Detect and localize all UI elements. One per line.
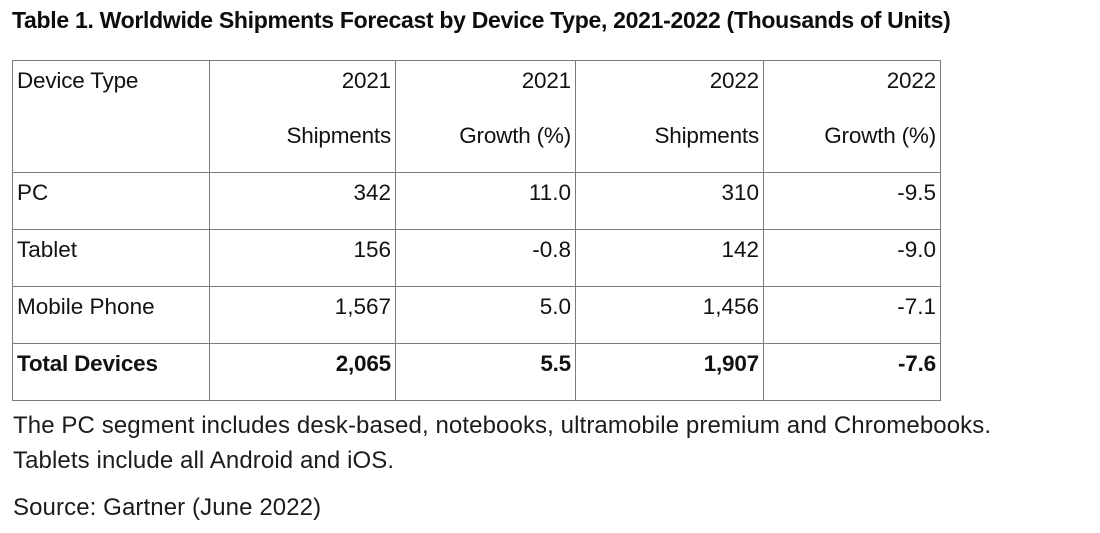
header-2021-shipments-label: Shipments [286,123,391,148]
header-2021-shipments-year: 2021 [341,68,391,93]
cell-tablet-growth-2021: -0.8 [395,229,576,287]
table-row-pc: PC 342 11.0 310 -9.5 [12,172,941,230]
header-2022-shipments-label: Shipments [654,123,759,148]
cell-mobile-phone-growth-2021: 5.0 [395,286,576,344]
footnote-line-1: The PC segment includes desk-based, note… [13,412,992,439]
cell-total-growth-2021: 5.5 [395,343,576,401]
cell-mobile-phone-growth-2022: -7.1 [763,286,941,344]
table-header-row: Device Type 2021 Shipments 2021 Growth (… [12,60,941,173]
table-footnotes: The PC segment includes desk-based, note… [13,408,991,478]
cell-total-growth-2022: -7.6 [763,343,941,401]
header-2022-shipments-year: 2022 [709,68,759,93]
cell-pc-shipments-2022: 310 [575,172,764,230]
header-cell-2021-shipments: 2021 Shipments [209,60,396,173]
cell-tablet-growth-2022: -9.0 [763,229,941,287]
header-2022-growth-year: 2022 [886,68,936,93]
header-cell-2022-growth: 2022 Growth (%) [763,60,941,173]
cell-pc-shipments-2021: 342 [209,172,396,230]
table-row-tablet: Tablet 156 -0.8 142 -9.0 [12,229,941,287]
cell-pc-device: PC [12,172,210,230]
cell-pc-growth-2021: 11.0 [395,172,576,230]
header-cell-device-type: Device Type [12,60,210,173]
header-cell-2022-shipments: 2022 Shipments [575,60,764,173]
table-row-mobile-phone: Mobile Phone 1,567 5.0 1,456 -7.1 [12,286,941,344]
table-row-total-devices: Total Devices 2,065 5.5 1,907 -7.6 [12,343,941,401]
cell-tablet-device: Tablet [12,229,210,287]
source-attribution: Source: Gartner (June 2022) [13,494,322,521]
header-2021-growth-label: Growth (%) [459,123,571,148]
cell-tablet-shipments-2021: 156 [209,229,396,287]
cell-total-device: Total Devices [12,343,210,401]
cell-tablet-shipments-2022: 142 [575,229,764,287]
cell-total-shipments-2022: 1,907 [575,343,764,401]
cell-mobile-phone-shipments-2021: 1,567 [209,286,396,344]
header-cell-2021-growth: 2021 Growth (%) [395,60,576,173]
cell-mobile-phone-shipments-2022: 1,456 [575,286,764,344]
shipments-forecast-table: Device Type 2021 Shipments 2021 Growth (… [12,60,941,401]
cell-total-shipments-2021: 2,065 [209,343,396,401]
header-2022-growth-label: Growth (%) [824,123,936,148]
footnote-line-2: Tablets include all Android and iOS. [13,447,395,474]
cell-pc-growth-2022: -9.5 [763,172,941,230]
header-2021-growth-year: 2021 [521,68,571,93]
page-title: Table 1. Worldwide Shipments Forecast by… [12,7,951,33]
cell-mobile-phone-device: Mobile Phone [12,286,210,344]
